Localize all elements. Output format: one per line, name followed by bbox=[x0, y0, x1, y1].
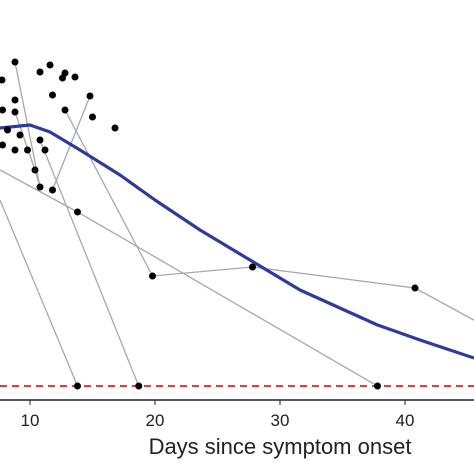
plot-area bbox=[0, 58, 474, 390]
x-axis-label: Days since symptom onset bbox=[149, 434, 412, 459]
data-point bbox=[0, 76, 6, 84]
data-point bbox=[249, 263, 256, 271]
data-point bbox=[11, 58, 19, 66]
data-point bbox=[71, 73, 79, 81]
data-point bbox=[24, 146, 31, 154]
data-point bbox=[11, 108, 19, 116]
data-point bbox=[36, 68, 44, 76]
data-point bbox=[46, 61, 54, 69]
x-tick-label: 10 bbox=[21, 411, 40, 430]
data-point bbox=[16, 131, 24, 139]
data-point bbox=[49, 91, 56, 99]
connector-line bbox=[39, 139, 140, 387]
trend-curve bbox=[0, 123, 474, 360]
data-point bbox=[49, 186, 56, 194]
data-point bbox=[11, 146, 19, 154]
data-point bbox=[135, 382, 143, 390]
x-tick-label: 20 bbox=[146, 411, 165, 430]
data-point bbox=[36, 136, 44, 144]
data-point bbox=[0, 106, 6, 114]
data-point bbox=[74, 382, 81, 390]
x-tick-label: 30 bbox=[271, 411, 290, 430]
x-tick-label: 40 bbox=[396, 411, 415, 430]
data-point bbox=[86, 92, 94, 100]
data-point bbox=[0, 141, 6, 149]
data-point bbox=[4, 126, 11, 134]
connector-line bbox=[0, 199, 79, 387]
data-point bbox=[89, 113, 96, 121]
data-point bbox=[31, 166, 39, 174]
data-point bbox=[411, 284, 419, 292]
data-point bbox=[74, 208, 81, 216]
data-point bbox=[36, 183, 44, 191]
connector-line bbox=[0, 169, 378, 387]
data-point bbox=[111, 124, 119, 132]
data-point bbox=[41, 146, 49, 154]
data-point bbox=[11, 96, 19, 104]
data-point bbox=[374, 382, 381, 390]
data-point bbox=[149, 272, 156, 280]
data-point bbox=[59, 74, 66, 82]
data-point bbox=[61, 106, 69, 114]
